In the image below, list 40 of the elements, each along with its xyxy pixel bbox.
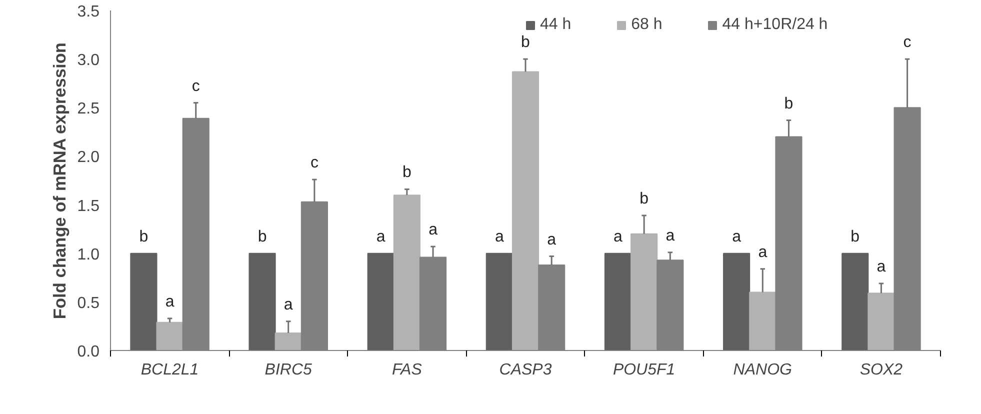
legend-label: 44 h+10R/24 h: [722, 16, 828, 34]
annotation: a: [732, 228, 742, 246]
annotation: b: [521, 34, 530, 52]
y-tick-label: 1.5: [77, 198, 100, 215]
annotation: c: [310, 154, 318, 172]
y-tick-label: 0.5: [77, 294, 100, 312]
x-tick-label: POU5F1: [612, 362, 676, 378]
annotation: b: [784, 95, 794, 112]
y-tick-label: 2.5: [77, 100, 100, 118]
x-tick-label: SOX2: [860, 362, 903, 378]
annotation: b: [640, 190, 649, 208]
y-axis-title: Fold change of mRNA expression: [49, 42, 70, 320]
x-tick-label: FAS: [392, 362, 422, 378]
annotation: a: [547, 231, 556, 248]
annotation: a: [614, 228, 623, 246]
annotation: a: [494, 228, 504, 246]
annotation: a: [876, 258, 886, 276]
annotation: c: [903, 34, 912, 52]
y-tick-label: 2.0: [77, 149, 100, 166]
legend-label: 68 h: [631, 16, 662, 34]
y-tick-label: 3.0: [77, 52, 100, 70]
annotation: b: [402, 164, 412, 182]
annotation: a: [376, 228, 386, 246]
legend-label: 44 h: [540, 16, 572, 34]
annotation: a: [428, 222, 438, 239]
annotation: c: [192, 78, 200, 95]
annotation: b: [258, 228, 267, 246]
x-tick-label: BCL2L1: [140, 362, 199, 378]
y-tick-label: 3.5: [77, 4, 100, 20]
x-tick-label: CASP3: [499, 362, 552, 378]
annotation: a: [165, 293, 174, 310]
annotation: a: [284, 296, 293, 314]
x-tick-label: BIRC5: [264, 362, 312, 378]
annotation: b: [850, 228, 860, 246]
y-tick-label: 0.0: [77, 344, 100, 360]
annotation: a: [666, 227, 675, 244]
y-tick-label: 1.0: [77, 246, 100, 264]
annotation: b: [139, 228, 148, 246]
annotation: a: [758, 244, 768, 261]
x-tick-label: NANOG: [733, 362, 792, 378]
